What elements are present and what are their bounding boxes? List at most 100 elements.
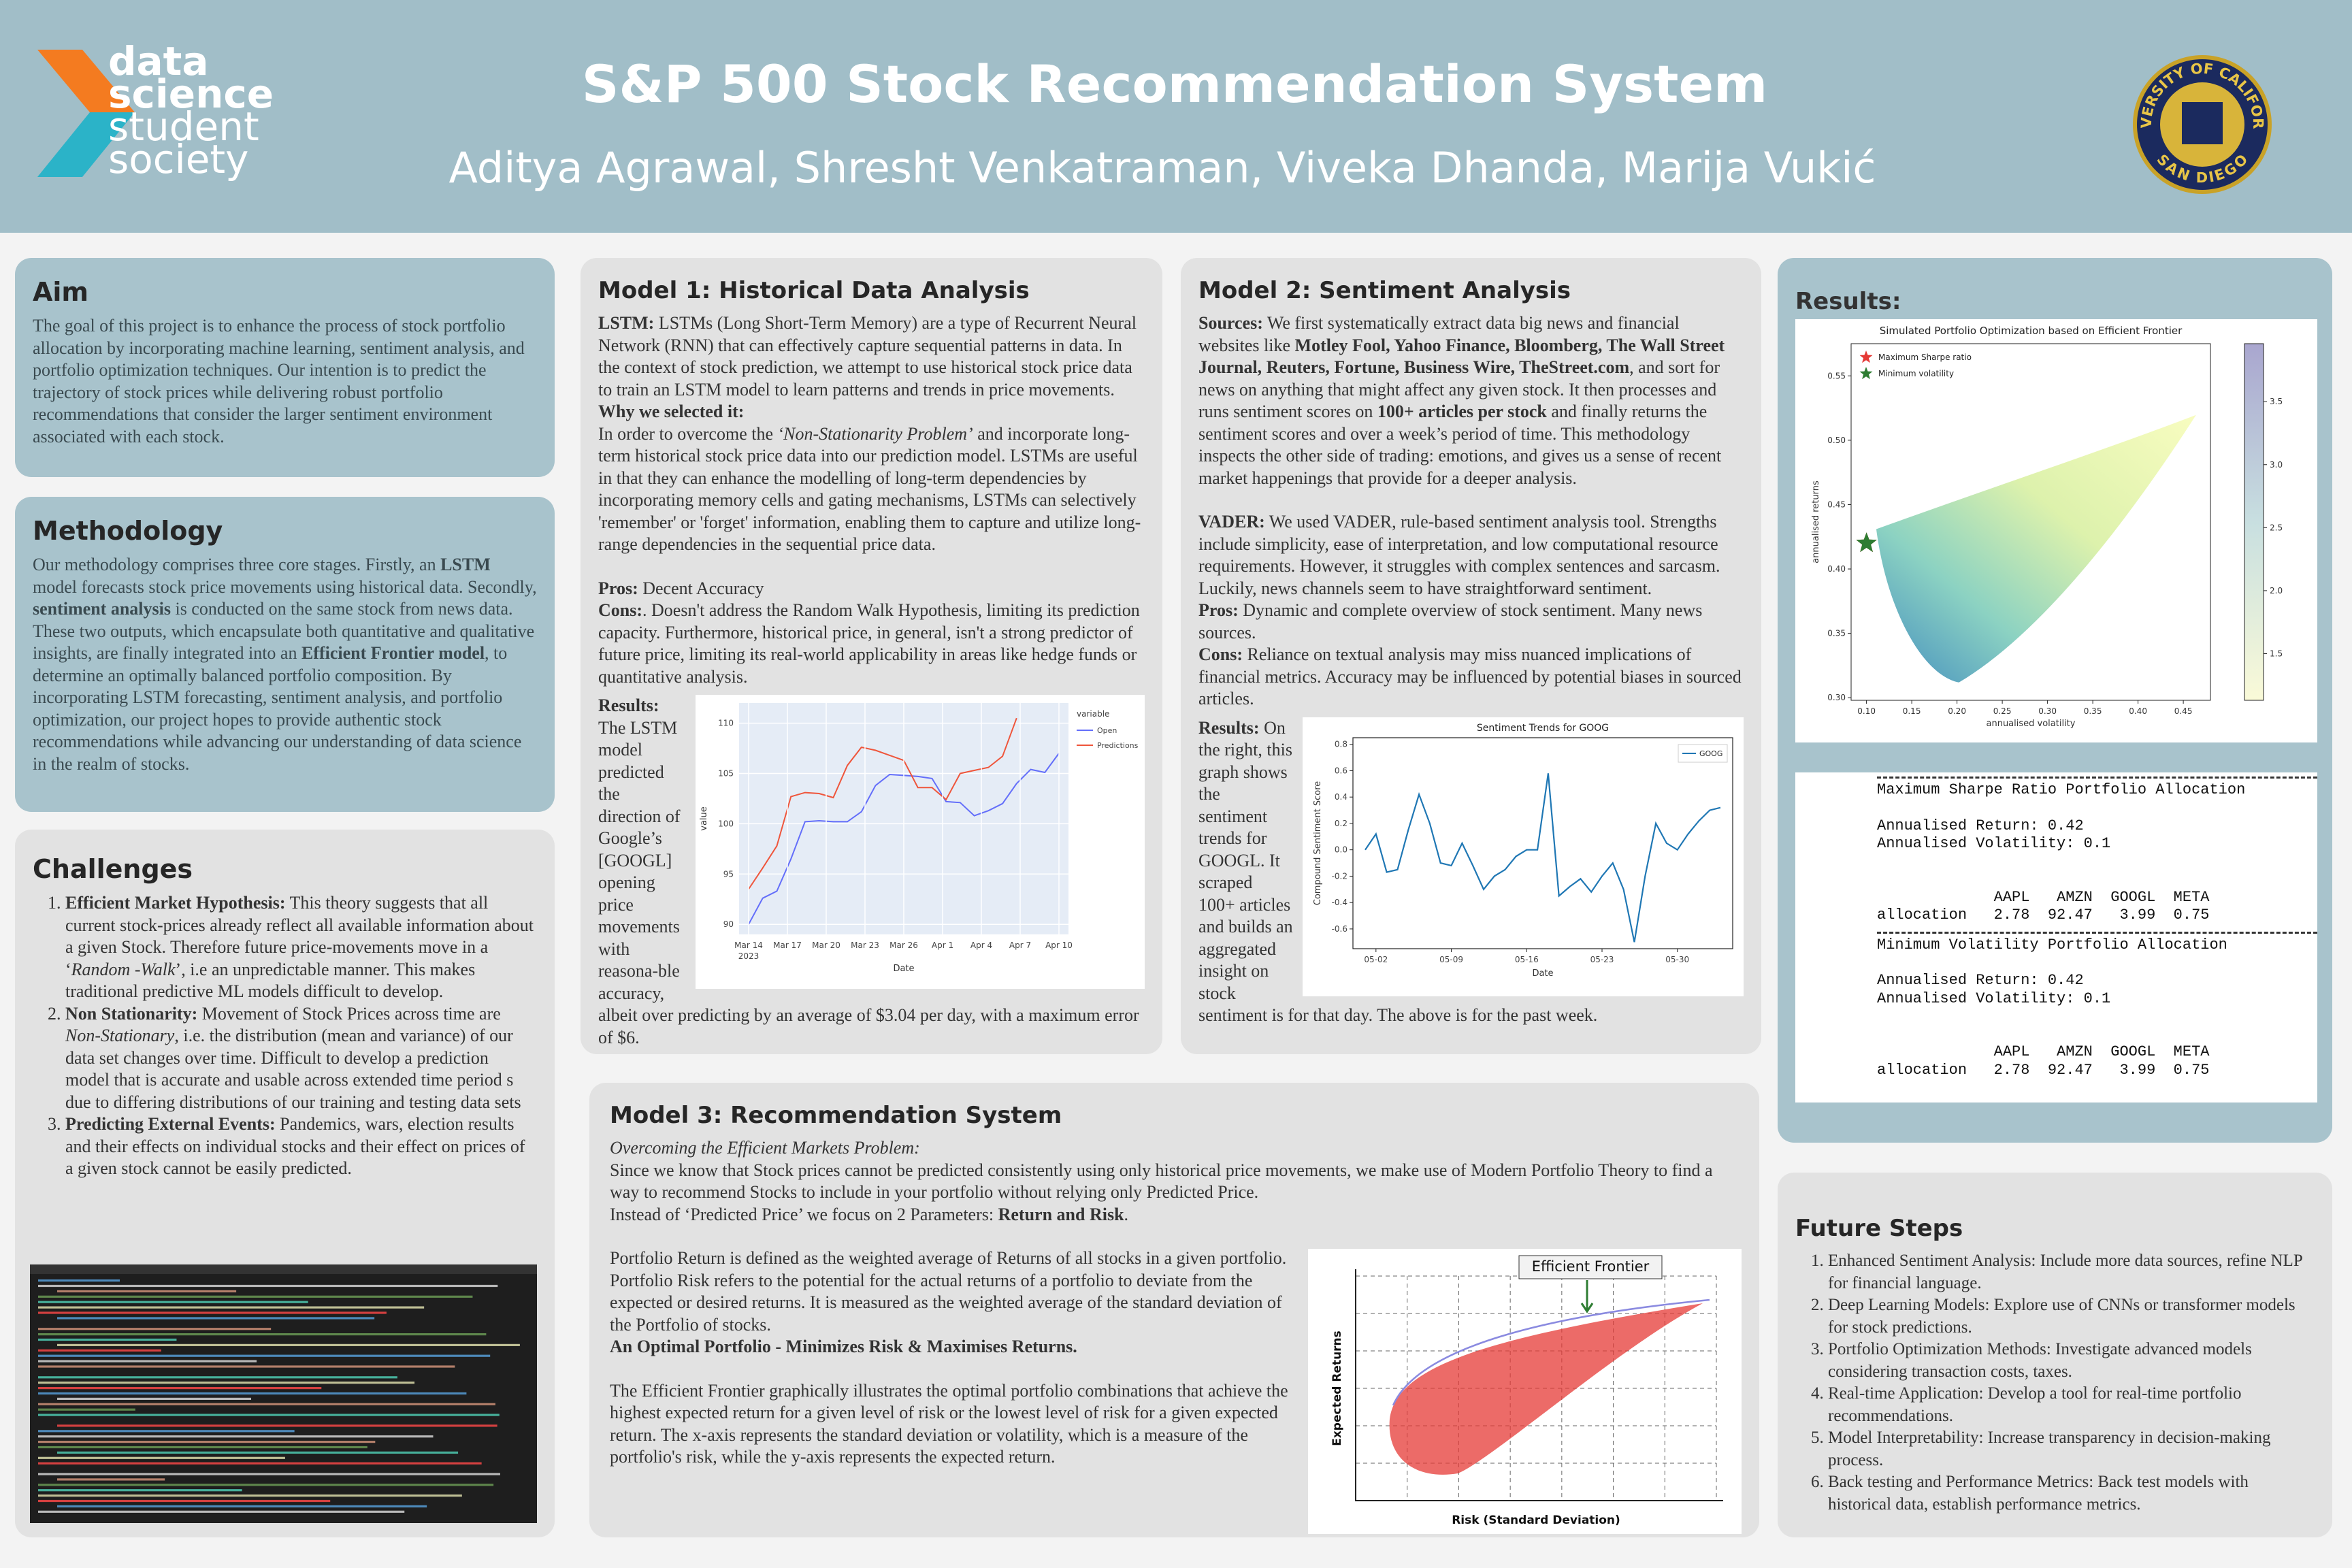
text-run: , i.e. the distribution (mean and varian…: [65, 1026, 521, 1112]
text-run: Since we know that Stock prices cannot b…: [610, 1160, 1713, 1203]
text-run: and finally returns the sentiment scores…: [1198, 402, 1722, 488]
text-run: LSTM:: [598, 313, 655, 333]
allocation-return: Annualised Return: 0.42: [1877, 972, 2084, 989]
colorbar: [2244, 343, 2264, 701]
x-axis-label: Date: [1532, 968, 1553, 979]
text-run: , to determine an optimally balanced por…: [33, 643, 522, 774]
code-line: [38, 1365, 455, 1368]
text-run: Why we selected it:: [598, 402, 745, 421]
x-tick-label: 0.10: [1857, 706, 1876, 716]
code-line: [38, 1462, 482, 1465]
text-run: ’, i.e an unpredictable manner. This mak…: [65, 959, 476, 1002]
text-run: ‘Non-Stationarity Problem’: [777, 423, 973, 444]
code-line: [57, 1505, 427, 1507]
text-run: Back testing and Performance Metrics: Ba…: [1828, 1473, 2249, 1514]
portfolio-cloud: [1389, 1303, 1703, 1475]
text: LSTM: LSTMs (Long Short-Term Memory) are…: [598, 312, 1145, 556]
allocation-volatility: Annualised Volatility: 0.1: [1877, 835, 2111, 852]
authors: Aditya Agrawal, Shresht Venkatraman, Viv…: [448, 143, 1876, 193]
y-tick-label: 0.4: [1335, 792, 1348, 802]
text: Pros: Decent Accuracy Cons:. Doesn't addr…: [598, 578, 1145, 689]
list-item: Efficient Market Hypothesis: This theory…: [65, 892, 537, 1003]
heading: Model 3: Recommendation System: [610, 1102, 1062, 1129]
heading: Methodology: [33, 516, 223, 546]
text-run: Our methodology comprises three core sta…: [33, 555, 441, 574]
text-run: 100+ articles per stock: [1377, 402, 1547, 421]
code-line: [38, 1284, 498, 1288]
logo-text: student: [108, 103, 259, 150]
paragraph: Sources: We first systematically extract…: [1198, 312, 1744, 489]
y-tick-label: 110: [718, 719, 734, 728]
code-line: [38, 1295, 473, 1298]
axes: [1355, 1269, 1723, 1501]
frontier-block: Efficient Frontier Risk (Standard Deviati…: [610, 1247, 1742, 1537]
code-line: [38, 1446, 368, 1449]
logo-text: science: [108, 71, 274, 117]
text-run: . Doesn't address the Random Walk Hypoth…: [598, 600, 1140, 687]
chart-title: Sentiment Trends for GOOG: [1477, 723, 1609, 734]
code-line: [38, 1387, 322, 1390]
text-run: Predicting External Events:: [65, 1114, 276, 1134]
code-line: [38, 1392, 467, 1395]
text-run: Portfolio Optimization Methods: Investig…: [1828, 1340, 2252, 1381]
code-line: [57, 1451, 459, 1454]
text-run: Portfolio Return is defined as the weigh…: [610, 1248, 1287, 1335]
colorbar-tick-label: 2.5: [2270, 523, 2283, 532]
text: The goal of this project is to enhance t…: [33, 315, 537, 448]
y-tick-label: -0.2: [1332, 871, 1348, 881]
code-line: [38, 1473, 500, 1475]
text-run: Decent Accuracy: [638, 578, 764, 598]
colorbar-tick-label: 3.0: [2270, 460, 2283, 470]
code-line: [57, 1397, 252, 1400]
code-line: [38, 1403, 495, 1405]
list-item: Non Stationarity: Movement of Stock Pric…: [65, 1003, 537, 1114]
y-axis-label: Compound Sentiment Score: [1313, 781, 1323, 905]
text-run: Non Stationarity:: [65, 1003, 198, 1024]
code-line: [57, 1478, 165, 1481]
heading: Results:: [1795, 288, 1901, 315]
portfolio-chart: Simulated Portfolio Optimization based o…: [1795, 319, 2317, 742]
list-item: Predicting External Events: Pandemics, w…: [65, 1113, 537, 1180]
code-line: [38, 1338, 177, 1341]
text-run: Deep Learning Models: Explore use of CNN…: [1828, 1296, 2296, 1337]
text-run: Overcoming the Efficient Markets Problem…: [610, 1138, 920, 1158]
code-line: [38, 1494, 462, 1497]
text-run: This theory suggests that all current st…: [65, 893, 534, 979]
code-line: [57, 1343, 520, 1346]
plot-bg: [1352, 736, 1733, 949]
label-box: [1518, 1255, 1663, 1279]
text-run: Real-time Application: Develop a tool fo…: [1828, 1384, 2242, 1425]
logo-text: society: [108, 136, 248, 182]
text: Overcoming the Efficient Markets Problem…: [610, 1137, 1742, 1226]
figure-label: Efficient Frontier: [1532, 1258, 1650, 1275]
paragraph: Pros: Dynamic and complete overview of s…: [1198, 600, 1744, 644]
allocation-title: Maximum Sharpe Ratio Portfolio Allocatio…: [1877, 781, 2246, 798]
legend-label: Predictions: [1097, 741, 1139, 750]
list: Enhanced Sentiment Analysis: Include mor…: [1795, 1250, 2315, 1516]
x-tick-label: Apr 1: [932, 941, 953, 950]
allocation-columns: AAPL AMZN GOOGL META: [1877, 1043, 2210, 1060]
text-run: Pros:: [598, 578, 638, 598]
code-line: [38, 1354, 491, 1357]
allocation-row: allocation 2.78 92.47 3.99 0.75: [1877, 1061, 2210, 1079]
paragraph: Portfolio Return is defined as the weigh…: [610, 1247, 1742, 1336]
code-line: [38, 1489, 242, 1492]
heading: Model 2: Sentiment Analysis: [1198, 277, 1571, 304]
list-item: Deep Learning Models: Explore use of CNN…: [1828, 1294, 2315, 1339]
list-item: Portfolio Optimization Methods: Investig…: [1828, 1339, 2315, 1383]
text-run: Reliance on textual analysis may miss nu…: [1198, 644, 1742, 708]
text-run: Movement of Stock Prices across time are: [197, 1003, 501, 1024]
x-tick-label: Mar 23: [851, 941, 879, 950]
challenges-panel: Challenges Efficient Market Hypothesis: …: [15, 830, 555, 1537]
list-item: Model Interpretability: Increase transpa…: [1828, 1427, 2315, 1471]
heading: Model 1: Historical Data Analysis: [598, 277, 1030, 304]
legend-swatch: [1859, 350, 1873, 363]
code-line: [38, 1279, 120, 1282]
text-run: Pros:: [1198, 600, 1239, 620]
text-run: Dynamic and complete overview of stock s…: [1198, 600, 1703, 642]
x-tick-label: 0.30: [2038, 706, 2057, 716]
logo-chevron: [37, 112, 135, 177]
star-point: [1856, 532, 1877, 553]
text: Our methodology comprises three core sta…: [33, 554, 537, 775]
y-tick-label: 0.40: [1827, 564, 1846, 574]
